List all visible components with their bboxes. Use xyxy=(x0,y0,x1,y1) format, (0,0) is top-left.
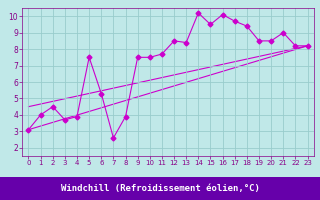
Text: Windchill (Refroidissement éolien,°C): Windchill (Refroidissement éolien,°C) xyxy=(60,184,260,193)
